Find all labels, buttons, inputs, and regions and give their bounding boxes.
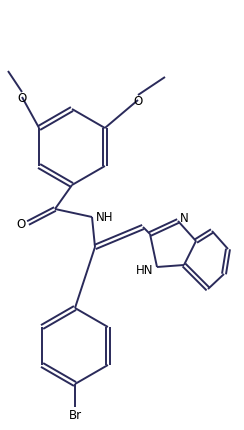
Text: NH: NH (96, 210, 113, 223)
Text: N: N (180, 212, 189, 225)
Text: Br: Br (68, 408, 81, 421)
Text: O: O (133, 94, 143, 107)
Text: O: O (17, 91, 27, 104)
Text: O: O (16, 217, 26, 230)
Text: HN: HN (135, 264, 153, 277)
